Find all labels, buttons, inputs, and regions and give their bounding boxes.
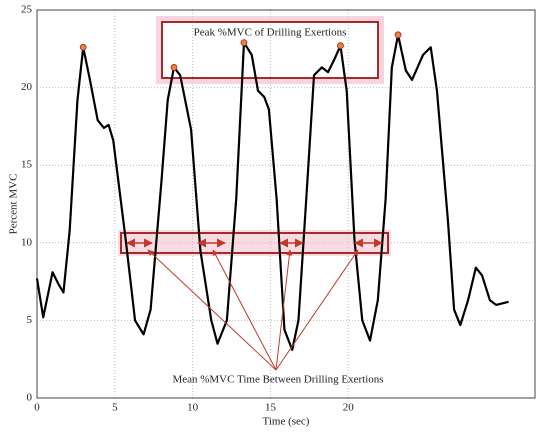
peak-marker xyxy=(170,64,178,71)
data-line xyxy=(35,33,509,351)
pointer-arrow xyxy=(147,249,277,371)
peak-marker xyxy=(79,43,87,51)
annotation: Peak %MVC of Drilling Exertions xyxy=(194,27,347,39)
annotation-glow xyxy=(156,16,384,84)
x-tick-label: 10 xyxy=(187,402,199,414)
y-tick-label: 15 xyxy=(21,159,33,171)
y-tick-label: 25 xyxy=(21,4,33,16)
y-tick-label: 10 xyxy=(21,236,33,248)
x-tick-label: 20 xyxy=(343,402,355,414)
pointer-arrow xyxy=(212,249,277,371)
y-tick-label: 0 xyxy=(27,392,33,404)
pointer-arrow xyxy=(275,249,293,371)
annotation-box xyxy=(120,232,389,254)
pointer-arrow xyxy=(275,249,359,371)
x-tick-label: 5 xyxy=(112,402,118,414)
x-tick-label: 15 xyxy=(265,402,277,414)
y-tick-label: 5 xyxy=(27,314,33,326)
annotation: Mean %MVC Time Between Drilling Exertion… xyxy=(172,374,383,386)
y-axis-label: Percent MVC xyxy=(8,174,20,235)
x-tick-label: 0 xyxy=(34,402,40,414)
plot-frame xyxy=(36,9,536,399)
peak-marker xyxy=(394,31,402,39)
peak-marker xyxy=(240,39,248,46)
annotation-glow xyxy=(118,230,391,256)
y-tick-label: 20 xyxy=(21,81,33,93)
x-axis-label: Time (sec) xyxy=(263,416,310,428)
annotation-box xyxy=(161,21,379,79)
peak-marker xyxy=(337,42,344,50)
